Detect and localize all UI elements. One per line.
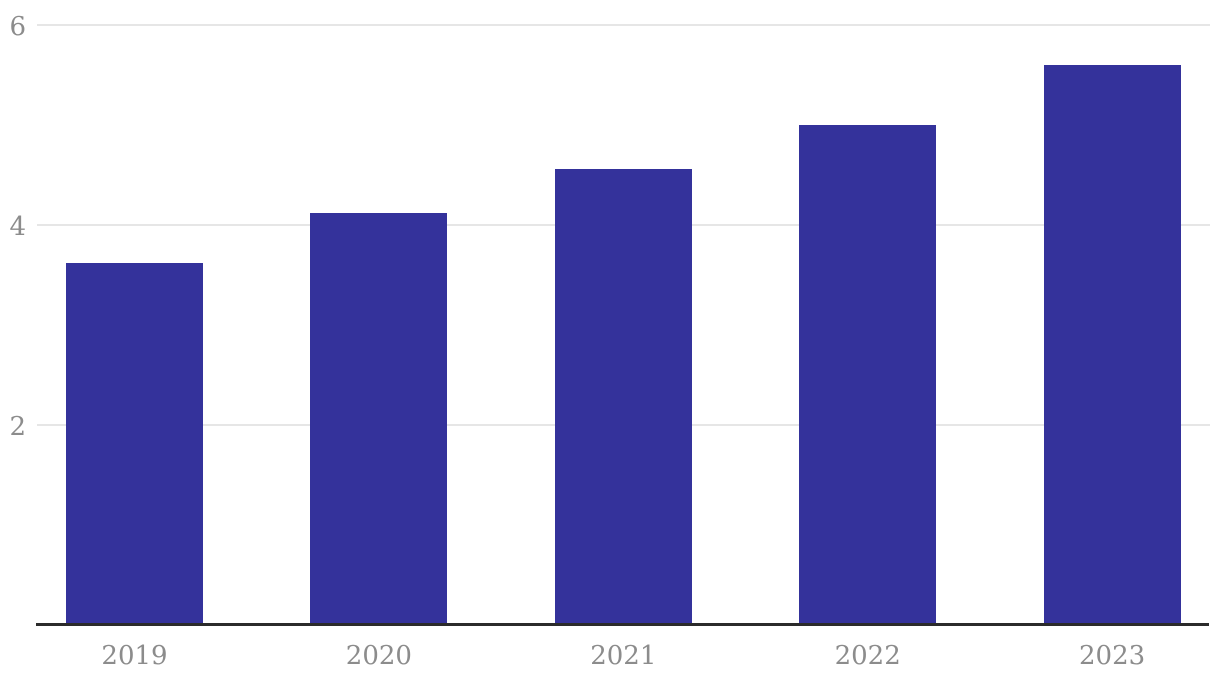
y-tick-label: 6 bbox=[9, 12, 26, 42]
bar-2023 bbox=[1043, 65, 1181, 625]
x-tick-label: 2023 bbox=[1079, 641, 1146, 671]
x-tick-label: 2019 bbox=[101, 641, 168, 671]
y-tick-label: 2 bbox=[9, 412, 26, 442]
gridline-y-6 bbox=[37, 24, 1210, 26]
y-tick-label: 4 bbox=[9, 212, 26, 242]
x-tick-label: 2021 bbox=[590, 641, 657, 671]
x-tick-label: 2020 bbox=[345, 641, 412, 671]
bar-2020 bbox=[310, 213, 448, 625]
bar-2019 bbox=[66, 263, 203, 625]
bar-2022 bbox=[799, 125, 937, 625]
bar-2021 bbox=[554, 169, 692, 625]
x-tick-label: 2022 bbox=[834, 641, 901, 671]
x-axis-line bbox=[36, 623, 1209, 626]
